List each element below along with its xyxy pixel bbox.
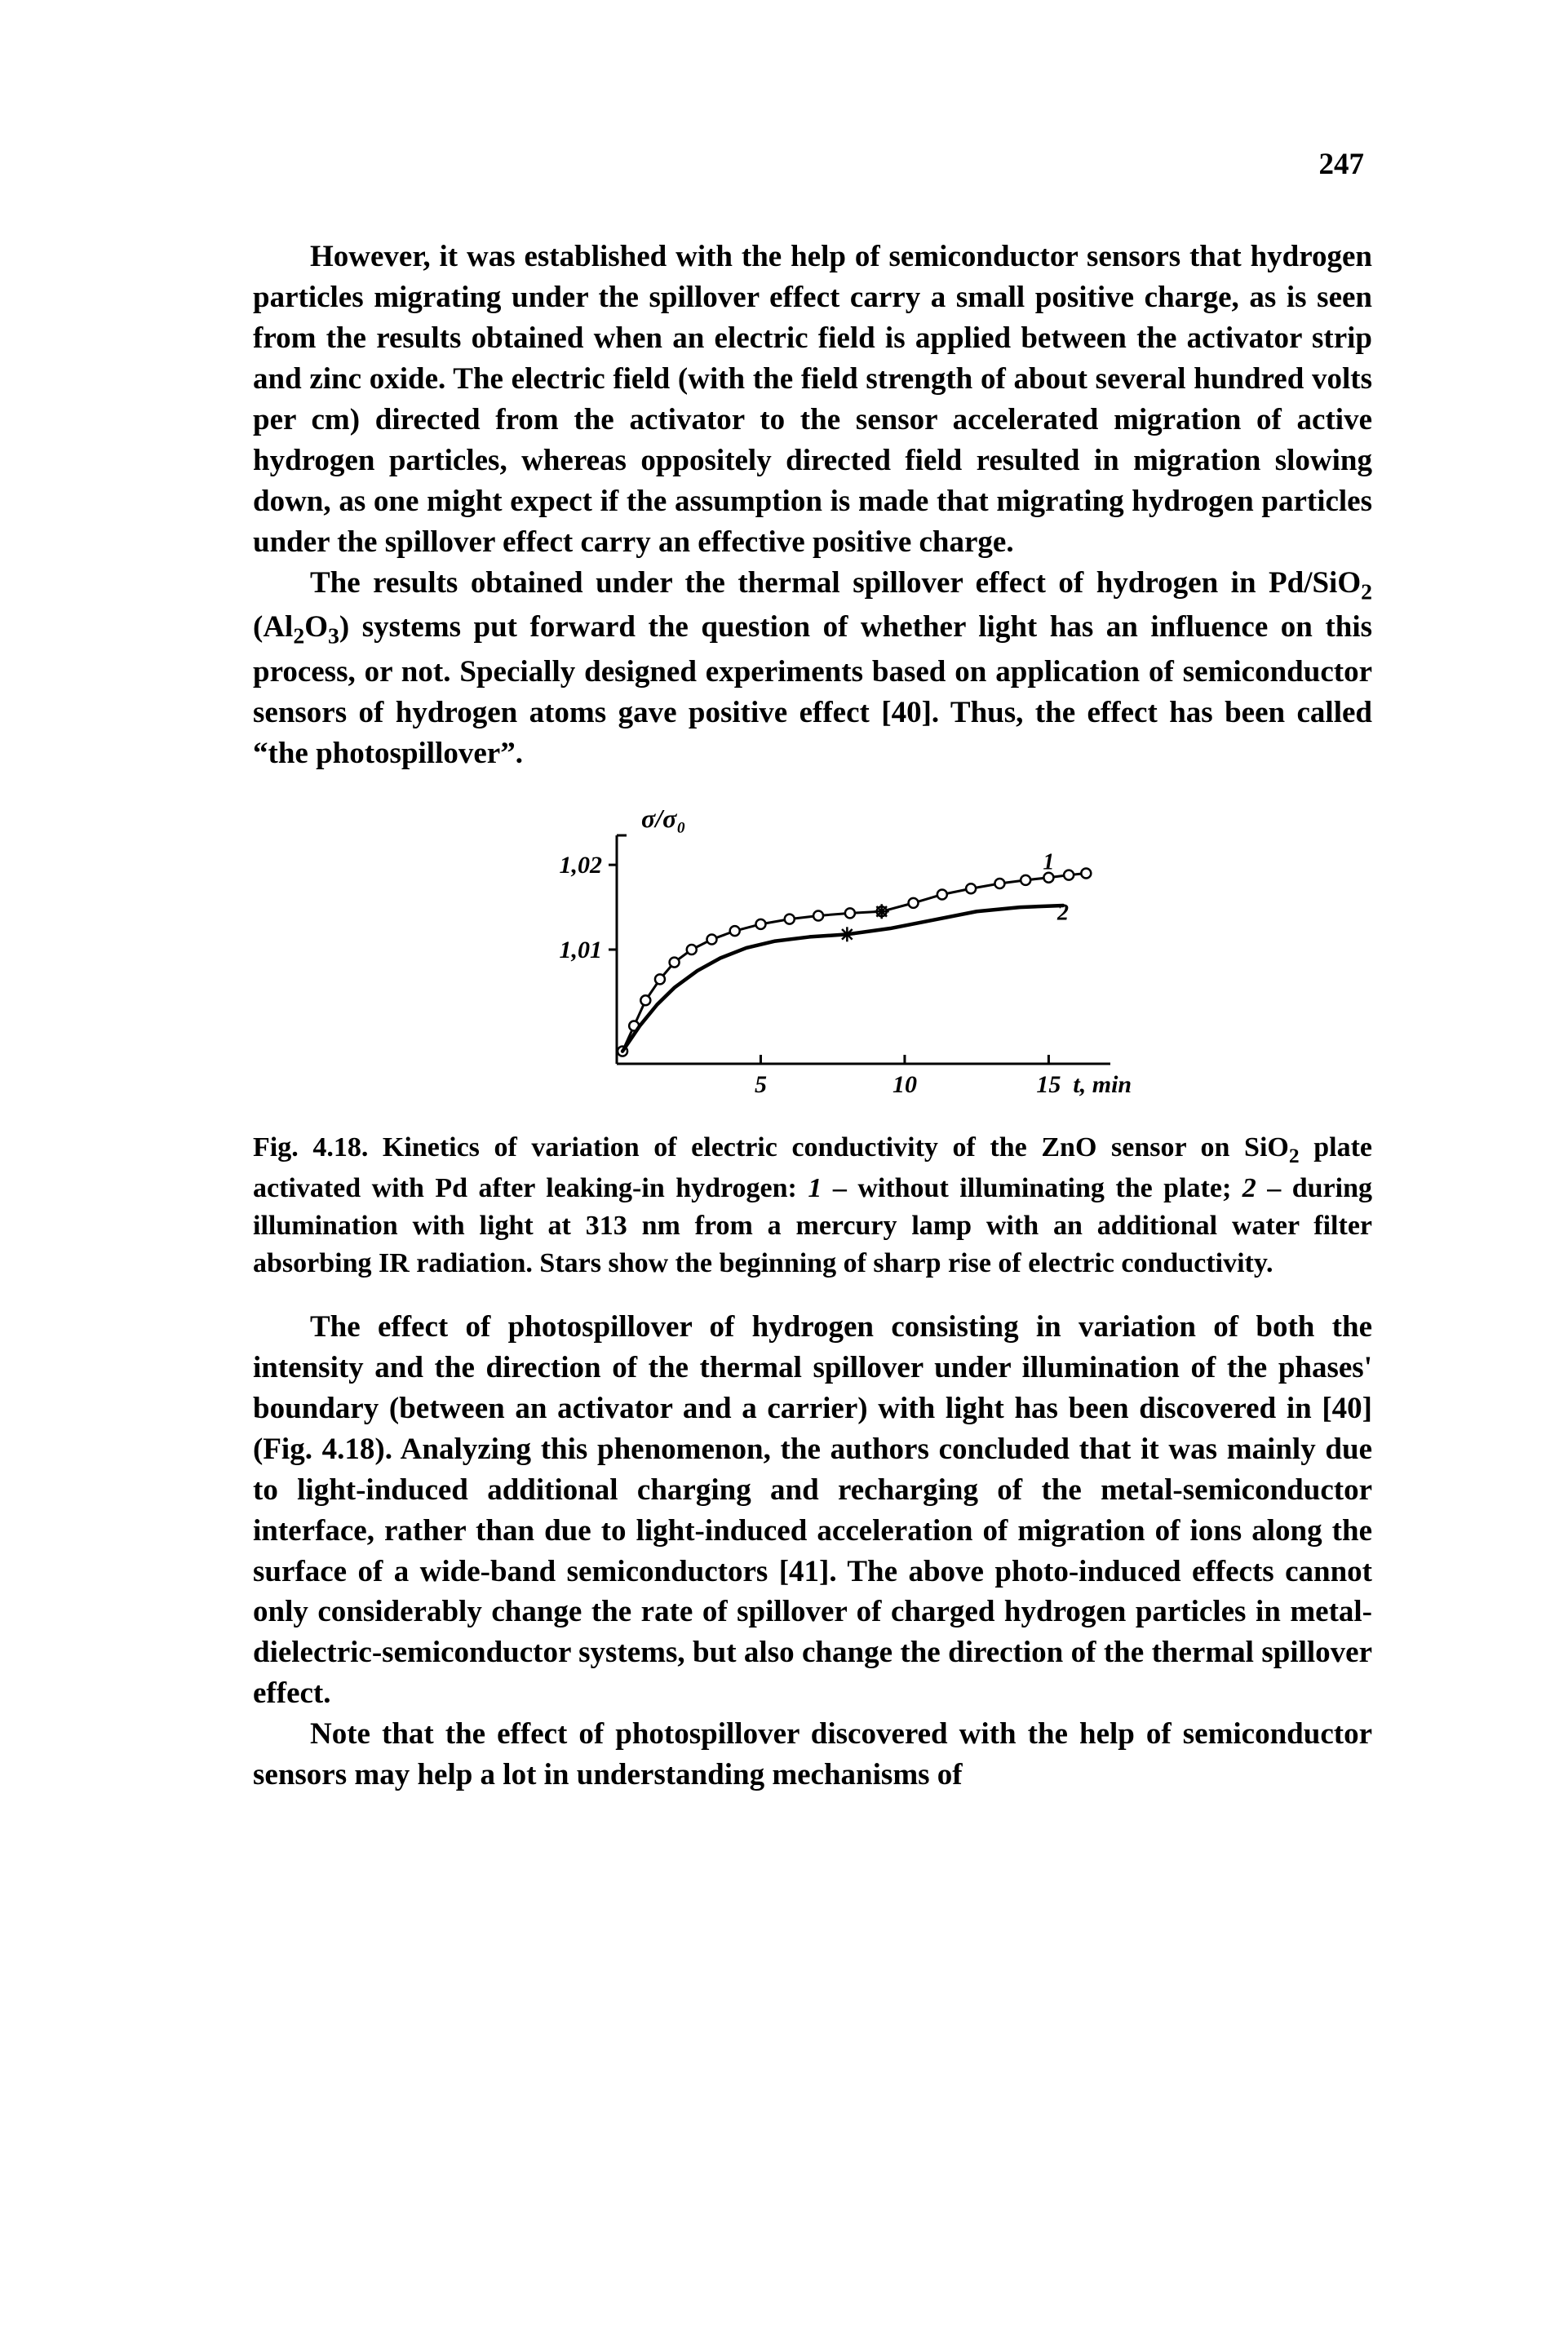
svg-text:1,01: 1,01 [560,937,603,963]
chart-svg: 1,01 1,02 5 10 15 σ/σ₀ t, min 1 2 [494,799,1131,1109]
cap-a: Fig. 4.18. Kinetics of variation of elec… [253,1132,1289,1162]
svg-text:σ/σ₀: σ/σ₀ [641,804,686,833]
cap-two: 2 [1242,1173,1256,1203]
figure-caption: Fig. 4.18. Kinetics of variation of elec… [253,1129,1372,1282]
p2-part-d: ) systems put forward the question of wh… [253,610,1372,770]
cap-c: – without illuminating the plate; [822,1173,1242,1203]
sub-cap: 2 [1289,1144,1300,1167]
body-text-top: However, it was established with the hel… [253,237,1372,774]
p2-part-b: (Al [253,610,293,644]
sub-2b: 2 [293,624,304,649]
p2-part-a: The results obtained under the thermal s… [310,566,1361,600]
p2-part-c: O [304,610,328,644]
svg-text:15: 15 [1036,1071,1061,1098]
svg-text:t, min: t, min [1073,1071,1131,1098]
svg-text:2: 2 [1056,901,1069,926]
body-text-bottom: The effect of photospillover of hydrogen… [253,1307,1372,1796]
sub-2a: 2 [1361,579,1372,604]
paragraph-2: The results obtained under the thermal s… [253,563,1372,775]
figure-4-18: 1,01 1,02 5 10 15 σ/σ₀ t, min 1 2 [253,799,1372,1113]
paragraph-4: Note that the effect of photospillover d… [253,1714,1372,1796]
page: 247 However, it was established with the… [0,0,1568,2325]
page-number: 247 [1319,147,1365,182]
sub-3: 3 [328,624,339,649]
paragraph-3: The effect of photospillover of hydrogen… [253,1307,1372,1714]
svg-text:1,02: 1,02 [560,852,603,879]
paragraph-1: However, it was established with the hel… [253,237,1372,563]
svg-text:5: 5 [755,1071,767,1098]
svg-text:10: 10 [893,1071,917,1098]
svg-text:1: 1 [1043,849,1054,875]
cap-one: 1 [808,1173,822,1203]
